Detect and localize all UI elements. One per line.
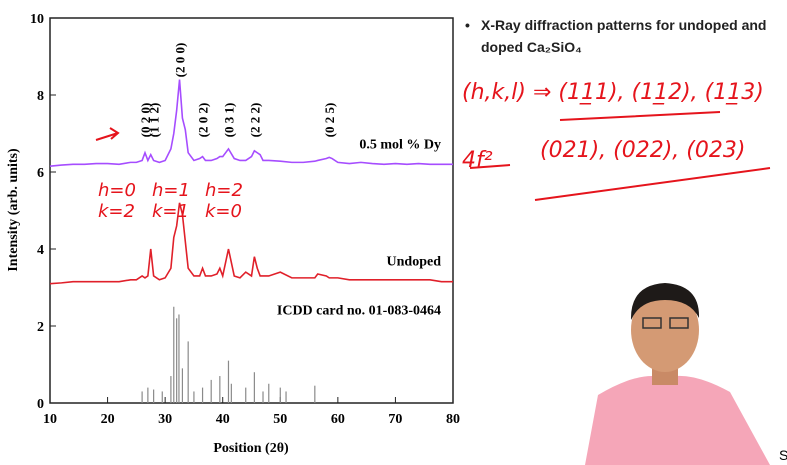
peak-index: (0 3 1)	[221, 103, 236, 138]
peak-index: (2 0 2)	[196, 103, 211, 138]
x-tick-label: 30	[158, 412, 172, 427]
handwriting: (h,k,l) ⇒ (11̲1), (11̲2), (11̲3)	[462, 80, 764, 105]
y-axis-label: Intensity (arb. units)	[6, 148, 21, 272]
hand-arrow	[95, 127, 120, 141]
y-tick-label: 10	[30, 12, 44, 27]
x-tick-label: 60	[331, 412, 345, 427]
peak-index: (2 0 0)	[173, 43, 188, 78]
handwriting: h=1 k=1	[152, 180, 190, 222]
x-tick-label: 70	[388, 412, 402, 427]
handwriting: (021), (022), (023)	[540, 138, 746, 163]
plot-frame	[49, 17, 454, 404]
peak-index: (2 2 2)	[247, 103, 262, 138]
y-tick-label: 0	[37, 397, 44, 412]
presenter	[585, 283, 770, 465]
corner-text: S	[779, 447, 787, 463]
handwriting: h=0 k=2	[98, 180, 136, 222]
peak-index: (1 1 2)	[147, 103, 162, 138]
bullet-text: X-Ray diffraction patterns for undoped a…	[465, 14, 781, 58]
x-tick-label: 80	[446, 412, 460, 427]
x-tick-label: 10	[43, 412, 57, 427]
y-tick-label: 4	[37, 243, 44, 258]
peak-index: (0 2 5)	[322, 103, 337, 138]
series-line	[49, 202, 453, 285]
series-line	[49, 79, 453, 168]
y-tick-label: 2	[37, 320, 44, 335]
y-tick-label: 8	[37, 89, 44, 104]
peak-index: (0 2 0)	[138, 103, 153, 138]
x-tick-label: 20	[101, 412, 115, 427]
handwriting: 4f²	[462, 148, 493, 173]
series-label: Undoped	[387, 255, 442, 270]
reference-label: ICDD card no. 01-083-0464	[277, 303, 441, 318]
y-tick-label: 6	[37, 166, 44, 181]
x-tick-label: 50	[273, 412, 287, 427]
series-label: 0.5 mol % Dy	[359, 137, 441, 152]
x-axis-label: Position (2θ)	[213, 441, 289, 456]
x-tick-label: 40	[216, 412, 230, 427]
hand-strokes	[469, 111, 771, 201]
handwriting: h=2 k=0	[205, 180, 243, 222]
